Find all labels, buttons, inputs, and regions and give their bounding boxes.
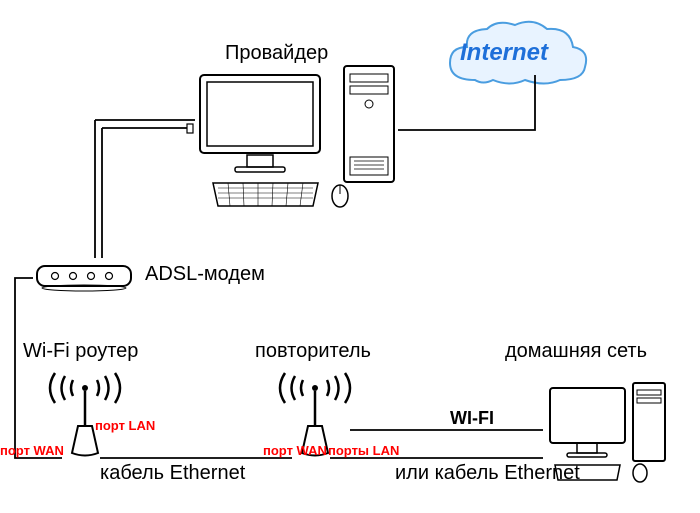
wifi-label: WI-FI — [450, 408, 494, 429]
ports-lan-label: порты LAN — [328, 443, 399, 458]
adsl-modem-label: ADSL-модем — [145, 263, 265, 286]
ethernet-cable-label-2: или кабель Ethernet — [395, 462, 580, 485]
home-network-label: домашняя сеть — [505, 340, 647, 363]
repeater-label: повторитель — [255, 340, 371, 363]
port-wan-label-1: порт WAN — [0, 443, 64, 458]
adsl-modem-icon — [33, 258, 135, 292]
port-lan-label-1: порт LAN — [95, 418, 155, 433]
wifi-router-label: Wi-Fi роутер — [23, 340, 138, 363]
port-wan-label-2: порт WAN — [263, 443, 327, 458]
ethernet-cable-label-1: кабель Ethernet — [100, 462, 245, 485]
